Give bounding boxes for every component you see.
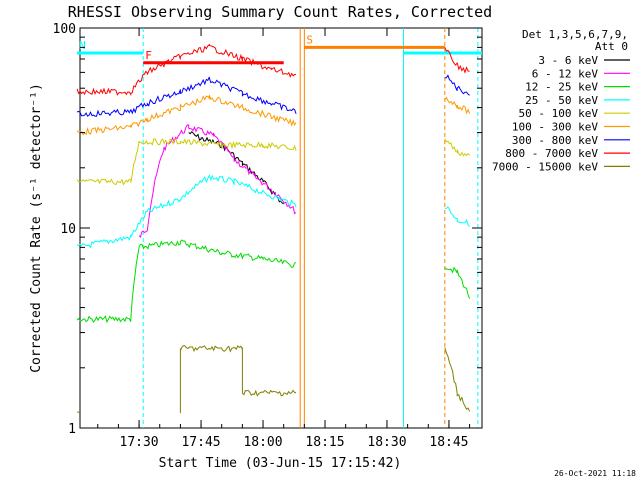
y-tick-label-2: 100 xyxy=(53,22,76,37)
series-line-4-1 xyxy=(444,138,470,157)
x-tick-label-1: 17:45 xyxy=(181,435,220,450)
x-tick-label-0: 17:30 xyxy=(120,435,159,450)
series-line-3-1 xyxy=(444,206,470,228)
series-line-2-0 xyxy=(76,239,297,324)
legend-label-1: 6 - 12 keV xyxy=(532,67,599,80)
legend-label-3: 25 - 50 keV xyxy=(525,94,598,107)
y-axis-label: Corrected Count Rate (s⁻¹ detector⁻¹) xyxy=(29,83,44,373)
x-tick-label-2: 18:00 xyxy=(243,435,282,450)
legend-label-2: 12 - 25 keV xyxy=(525,81,598,94)
chart-title: RHESSI Observing Summary Count Rates, Co… xyxy=(68,3,492,21)
flag-label-1: F xyxy=(145,49,152,62)
series-line-8-1 xyxy=(179,345,297,414)
flag-layer: N F S xyxy=(77,28,482,428)
legend-label-5: 100 - 300 keV xyxy=(512,121,598,134)
axes-layer: 17:30 17:45 18:00 18:15 18:30 18:45 1 10 100 xyxy=(53,22,482,450)
legend-label-0: 3 - 6 keV xyxy=(538,54,598,67)
legend-label-4: 50 - 100 keV xyxy=(519,107,599,120)
series-line-7-0 xyxy=(76,43,297,97)
series-line-1-0 xyxy=(138,124,297,238)
legend-header-1: Att 0 xyxy=(595,40,628,53)
series-line-6-0 xyxy=(76,76,297,117)
legend-label-7: 800 - 7000 keV xyxy=(505,147,598,160)
series-line-4-0 xyxy=(76,138,297,186)
legend-label-6: 300 - 800 keV xyxy=(512,134,598,147)
footer-timestamp: 26-Oct-2021 11:18 xyxy=(554,469,636,478)
legend-label-8: 7000 - 15000 keV xyxy=(492,160,598,173)
x-tick-label-3: 18:15 xyxy=(305,435,344,450)
series-line-7-1 xyxy=(444,47,470,74)
plot-frame xyxy=(79,27,483,429)
x-tick-label-5: 18:45 xyxy=(429,435,468,450)
series-line-5-1 xyxy=(444,96,471,115)
series-line-2-1 xyxy=(444,266,471,299)
series-line-5-0 xyxy=(76,94,297,136)
y-tick-label-0: 1 xyxy=(68,422,76,437)
series-line-3-0 xyxy=(76,174,297,249)
series-layer xyxy=(76,43,471,414)
flag-label-0: N xyxy=(79,39,86,52)
y-tick-label-1: 10 xyxy=(60,222,76,237)
x-axis-label: Start Time (03-Jun-15 17:15:42) xyxy=(159,456,402,471)
series-line-8-2 xyxy=(444,347,471,412)
flag-label-2: S xyxy=(306,33,313,46)
legend-header-0: Det 1,3,5,6,7,9, xyxy=(522,28,628,41)
x-tick-label-4: 18:30 xyxy=(367,435,406,450)
series-line-6-1 xyxy=(444,74,470,96)
